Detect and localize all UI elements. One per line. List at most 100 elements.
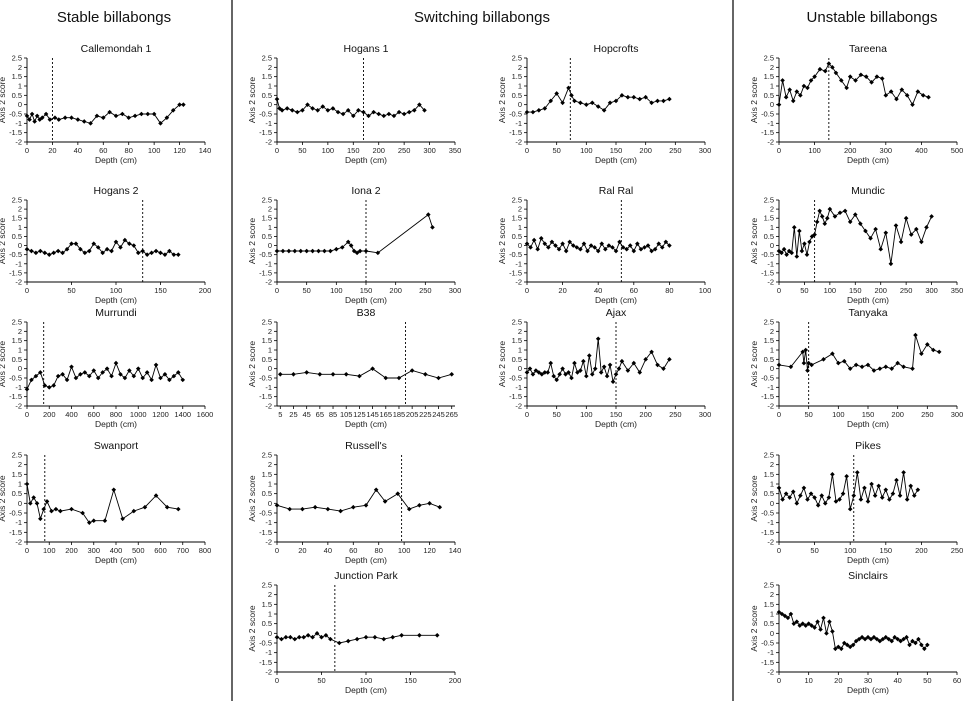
y-tick-label: 0	[18, 241, 22, 250]
y-tick-label: 1	[518, 346, 522, 355]
data-point	[649, 349, 654, 355]
x-tick-label: 100	[360, 676, 373, 685]
data-point	[113, 239, 119, 245]
x-axis-label: Depth (cm)	[595, 295, 637, 305]
data-point	[43, 111, 49, 117]
chart-panel-11: Ral Ral-2-1.5-1-0.500.511.522.50 20 40 60 80…	[497, 185, 711, 305]
data-point	[879, 495, 885, 500]
y-tick-label: 2	[268, 590, 272, 599]
y-tick-label: -2	[515, 278, 522, 287]
y-tick-label: -0.5	[259, 374, 272, 383]
data-point	[783, 94, 789, 100]
data-point	[323, 632, 329, 638]
y-tick-label: -2	[515, 402, 522, 411]
y-tick-label: 0	[268, 364, 272, 373]
data-point	[340, 111, 346, 117]
data-point	[144, 252, 150, 257]
data-point	[46, 252, 52, 257]
y-tick-label: 1.5	[12, 214, 22, 223]
x-tick-label: 165	[380, 410, 393, 419]
data-point	[322, 248, 327, 254]
x-tick-label: 250	[398, 146, 411, 155]
x-tick-label: 0	[777, 546, 781, 555]
data-point	[82, 370, 88, 375]
data-point	[317, 371, 323, 377]
y-tick-label: 1.5	[512, 72, 522, 81]
x-tick-label: 250	[419, 286, 432, 295]
data-point	[135, 250, 141, 256]
data-point	[375, 250, 381, 256]
data-point	[291, 371, 296, 377]
y-tick-label: 2.5	[512, 54, 522, 63]
data-point	[919, 642, 924, 648]
data-point	[808, 491, 814, 496]
data-point	[430, 225, 435, 230]
data-point	[667, 357, 672, 362]
y-tick-label: -2	[767, 538, 774, 547]
data-point	[566, 370, 571, 375]
x-axis-label: Depth (cm)	[847, 555, 889, 565]
data-point	[620, 245, 626, 250]
x-tick-label: 1600	[197, 410, 214, 419]
y-tick-label: 1.5	[12, 470, 22, 479]
data-point	[91, 241, 97, 247]
y-tick-label: -2	[15, 278, 22, 287]
data-point	[865, 362, 871, 368]
data-point	[887, 497, 892, 502]
data-point	[533, 368, 539, 373]
data-point	[554, 91, 559, 96]
data-point	[592, 245, 597, 250]
data-point	[560, 241, 565, 247]
data-point	[560, 100, 565, 106]
y-tick-label: -1.5	[761, 268, 774, 277]
data-point	[587, 353, 592, 358]
data-point	[104, 366, 110, 371]
y-tick-label: 1.5	[512, 336, 522, 345]
data-point	[44, 499, 50, 504]
data-point	[131, 508, 137, 514]
data-point	[304, 370, 309, 375]
chart-title: Mundic	[851, 185, 885, 197]
data-point	[140, 375, 145, 381]
data-point	[803, 347, 808, 353]
data-point	[33, 250, 39, 256]
x-tick-label: 300	[880, 146, 893, 155]
data-point	[920, 93, 926, 98]
data-point	[776, 485, 782, 491]
data-point	[274, 502, 280, 508]
data-point	[345, 239, 351, 245]
data-point	[363, 248, 369, 254]
x-tick-label: 125	[353, 410, 366, 419]
data-point	[284, 106, 290, 111]
data-point	[350, 504, 356, 510]
data-point	[655, 362, 660, 368]
data-point	[788, 364, 794, 370]
data-point	[895, 360, 900, 366]
data-point	[874, 636, 880, 642]
data-point	[788, 611, 794, 617]
x-tick-label: 100	[148, 146, 161, 155]
y-tick-label: -2	[265, 538, 272, 547]
data-point	[897, 493, 903, 498]
y-tick-label: -1.5	[259, 128, 272, 137]
y-tick-label: -0.5	[9, 250, 22, 259]
data-point	[339, 245, 345, 250]
data-point	[624, 246, 629, 252]
data-point	[827, 619, 832, 625]
data-point	[804, 252, 810, 257]
data-point	[180, 377, 186, 383]
data-point	[883, 364, 889, 370]
data-point	[794, 89, 800, 94]
x-tick-label: 25	[289, 410, 297, 419]
y-tick-label: 2.5	[764, 54, 774, 63]
data-point	[877, 638, 883, 644]
y-tick-label: 1.5	[262, 72, 272, 81]
data-point	[798, 493, 803, 498]
y-tick-label: 0.5	[262, 355, 272, 364]
y-tick-label: 2	[268, 327, 272, 336]
x-tick-label: 100	[330, 286, 343, 295]
data-point	[643, 94, 648, 100]
data-point	[382, 499, 388, 504]
data-point	[330, 106, 336, 111]
data-point	[821, 357, 826, 362]
